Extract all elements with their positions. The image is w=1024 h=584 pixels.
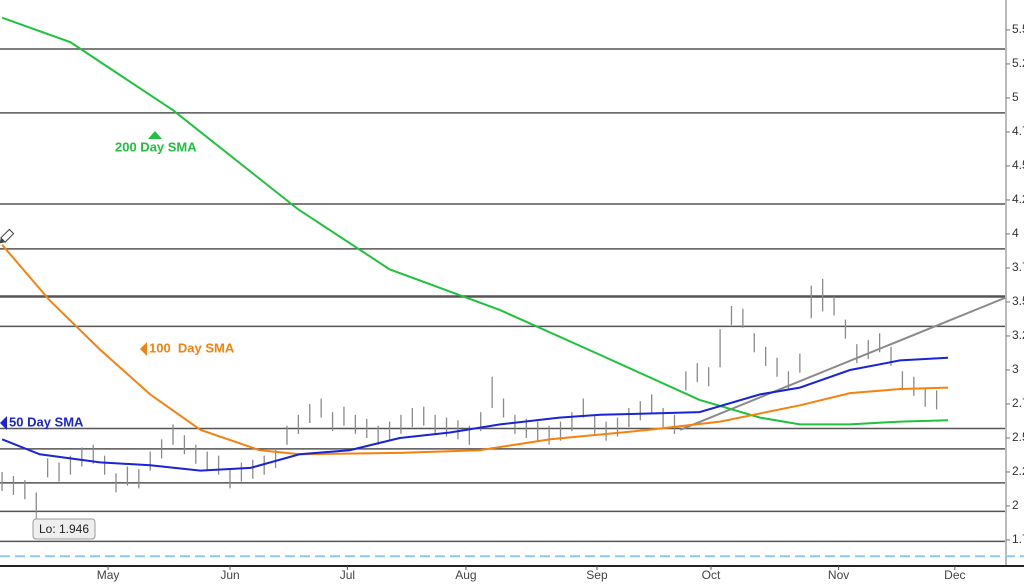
sma-line (1, 16, 949, 426)
pencil-icon (0, 228, 15, 244)
legend-label: 100 Day SMA (149, 340, 235, 355)
x-tick-label: Dec (944, 568, 965, 582)
y-tick-label: 5.25 (1012, 56, 1024, 70)
x-tick-label: Sep (586, 568, 608, 582)
y-tick-label: 3.75 (1012, 260, 1024, 274)
legend-marker (0, 416, 7, 430)
x-tick-label: Oct (702, 568, 721, 582)
y-tick-label: 3.25 (1012, 328, 1024, 342)
y-tick-label: 5.5 (1012, 22, 1024, 36)
y-tick-label: 1.75 (1012, 532, 1024, 546)
legend-marker (148, 131, 162, 139)
legend-marker (140, 342, 147, 356)
low-label-box (32, 518, 96, 540)
y-tick-label: 2.75 (1012, 396, 1024, 410)
y-tick-label: 2.5 (1012, 430, 1024, 444)
x-tick-label: Jun (220, 568, 239, 582)
y-tick-label: 4.5 (1012, 158, 1024, 172)
legend-label: 50 Day SMA (9, 414, 84, 429)
y-axis-panel (1006, 0, 1024, 566)
y-tick-label: 3 (1012, 362, 1019, 376)
sma-line (1, 356, 949, 472)
x-tick-label: Nov (828, 568, 849, 582)
trendline (679, 296, 1006, 431)
y-tick-label: 4.75 (1012, 124, 1024, 138)
y-tick-label: 2.25 (1012, 464, 1024, 478)
y-tick-label: 5 (1012, 90, 1019, 104)
sma-line (1, 244, 949, 456)
x-tick-label: Aug (455, 568, 476, 582)
y-tick-label: 2 (1012, 498, 1019, 512)
y-tick-label: 4 (1012, 226, 1019, 240)
x-tick-label: Jul (340, 568, 355, 582)
x-tick-label: May (97, 568, 120, 582)
low-label: Lo: 1.946 (39, 522, 89, 536)
y-tick-label: 3.5 (1012, 294, 1024, 308)
y-tick-label: 4.25 (1012, 192, 1024, 206)
legend-label: 200 Day SMA (115, 139, 197, 154)
